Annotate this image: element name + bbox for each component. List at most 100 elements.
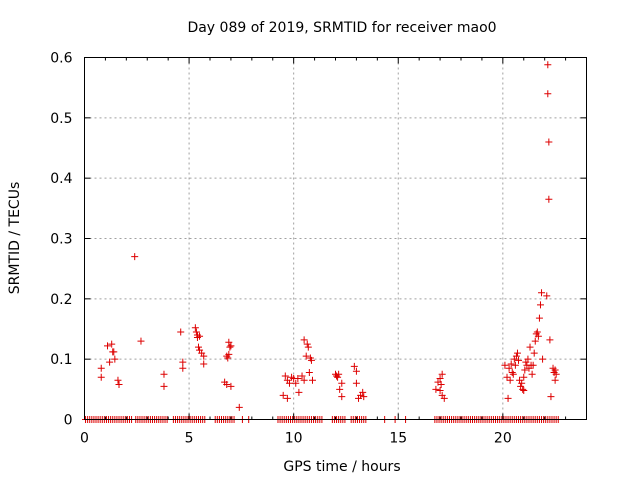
data-point [508,368,516,376]
data-point [114,376,122,384]
axis-ticks [84,57,587,420]
y-tick-label: 0.5 [50,111,72,127]
data-point [440,394,448,402]
data-point [305,368,313,376]
data-point [225,338,233,346]
y-tick-label: 0.3 [50,232,72,248]
data-point [501,361,509,369]
y-tick-label: 0.2 [50,292,72,308]
data-point [194,343,202,351]
data-point [512,352,520,360]
data-point [504,394,512,402]
data-point [338,393,346,401]
data-point [285,379,293,387]
data-point [225,350,233,358]
data-point [336,385,344,393]
data-point [308,376,316,384]
data-point [110,348,118,356]
data-point [227,342,235,350]
data-point [538,289,546,297]
data-point [507,360,515,368]
data-point [539,355,547,363]
data-point [108,340,116,348]
data-point [192,328,200,336]
data-points [82,61,562,423]
chart-title: Day 089 of 2019, SRMTID for receiver mao… [187,20,496,36]
data-point [551,366,559,374]
data-point [227,382,235,390]
data-point [300,376,308,384]
data-point [544,61,552,69]
data-point [179,358,187,366]
data-point [350,362,358,370]
data-point [544,90,552,98]
data-point [281,372,289,380]
data-point [177,328,185,336]
data-point [104,342,112,350]
data-point [352,367,360,375]
data-point [338,379,346,387]
data-point [535,314,543,322]
data-point [503,373,511,381]
data-point [533,328,541,336]
data-point [543,292,551,300]
y-tick-label: 0.4 [50,171,72,187]
data-point [360,393,368,401]
data-point [536,301,544,309]
x-axis-label: GPS time / hours [283,459,400,475]
data-point [111,355,119,363]
data-point [551,376,559,384]
data-point [283,394,291,402]
data-point [505,364,513,372]
gridlines [84,57,587,420]
data-point [303,340,311,348]
data-point [509,370,517,378]
y-axis-label: SRMTID / TECUs [7,182,23,295]
data-point [335,370,343,378]
data-point [137,337,145,345]
x-tick-label: 0 [80,431,89,447]
y-tick-label: 0.1 [50,352,72,368]
data-point [352,379,360,387]
data-point [515,356,523,364]
y-tick-label: 0.6 [50,51,72,67]
data-point [546,336,554,344]
data-point [531,337,539,345]
data-point [432,385,440,393]
data-point [545,138,553,146]
data-point [529,361,537,369]
x-tick-label: 15 [389,431,407,447]
data-point [545,195,553,203]
data-point [295,388,303,396]
data-point [520,387,528,395]
data-point [200,360,208,368]
data-point [547,393,555,401]
data-point [519,385,527,393]
x-tick-label: 5 [185,431,194,447]
data-point [436,374,444,382]
tick-labels: 0 5 10 15 20 0 0.1 0.2 0.3 0.4 0.5 0.6 [50,51,512,447]
data-point [279,391,287,399]
data-point [160,382,168,390]
y-tick-label: 0 [64,413,73,429]
data-point [196,332,204,340]
data-point [511,361,519,369]
data-point [200,352,208,360]
data-point [513,349,521,357]
x-tick-label: 20 [494,431,512,447]
data-point [437,381,445,389]
data-point [530,349,538,357]
data-point [524,355,532,363]
data-point [307,356,315,364]
data-point [302,352,310,360]
data-point [528,370,536,378]
data-point [304,343,312,351]
data-point [224,354,232,362]
data-point [179,364,187,372]
data-point [534,332,542,340]
data-point [223,381,231,389]
data-point [436,387,444,395]
data-point [160,370,168,378]
data-point [106,358,114,366]
